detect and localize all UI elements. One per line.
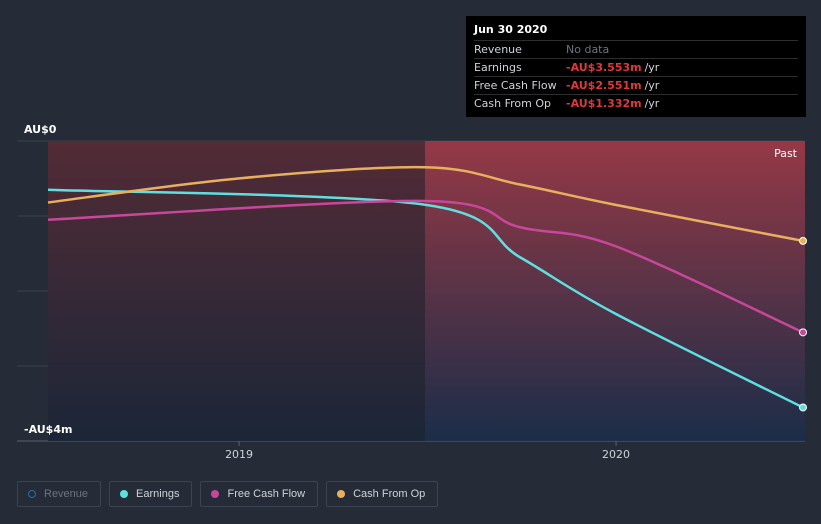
x-tick-label: 2020 bbox=[602, 448, 630, 461]
tooltip-unit: /yr bbox=[644, 97, 660, 110]
tooltip-row-earnings: Earnings -AU$3.553m /yr bbox=[474, 58, 798, 76]
legend-label: Earnings bbox=[136, 488, 180, 500]
legend-label: Free Cash Flow bbox=[227, 488, 306, 500]
tooltip-row-free-cash-flow: Free Cash Flow -AU$2.551m /yr bbox=[474, 76, 798, 94]
past-label: Past bbox=[774, 147, 798, 160]
tooltip-value: -AU$3.553m bbox=[566, 61, 642, 74]
series-line-cash-from-op bbox=[47, 165, 804, 243]
legend-earnings-button[interactable]: Earnings bbox=[109, 481, 193, 507]
tooltip-label: Revenue bbox=[474, 43, 522, 56]
legend-earnings-dot bbox=[120, 490, 129, 498]
x-tick-label: 2019 bbox=[225, 448, 253, 461]
tooltip-value: -AU$2.551m bbox=[566, 79, 642, 92]
legend-revenue-dot bbox=[28, 490, 36, 498]
tooltip-unit: /yr bbox=[644, 61, 660, 74]
tooltip: Jun 30 2020 Revenue No data Earnings -AU… bbox=[466, 16, 806, 117]
tooltip-row-cash-from-op: Cash From Op -AU$1.332m /yr bbox=[474, 94, 798, 112]
series-end-marker-free-cash-flow bbox=[799, 328, 807, 337]
tooltip-unit: /yr bbox=[644, 79, 660, 92]
tooltip-label: Free Cash Flow bbox=[474, 79, 557, 92]
tooltip-label: Cash From Op bbox=[474, 97, 552, 110]
legend-cash-from-op-dot bbox=[337, 490, 346, 498]
legend-revenue-button[interactable]: Revenue bbox=[17, 481, 102, 507]
tooltip-label: Earnings bbox=[474, 61, 522, 74]
series-end-marker-earnings bbox=[799, 403, 807, 412]
tooltip-value: -AU$1.332m bbox=[566, 97, 642, 110]
y-axis-top-label: AU$0 bbox=[24, 123, 57, 136]
legend-cash-from-op-button[interactable]: Cash From Op bbox=[326, 481, 439, 507]
series-line-free-cash-flow bbox=[47, 199, 804, 334]
tooltip-value: No data bbox=[566, 43, 610, 56]
legend-label: Cash From Op bbox=[353, 488, 426, 500]
series-end-marker-cash-from-op bbox=[799, 236, 807, 245]
legend-free-cash-flow-button[interactable]: Free Cash Flow bbox=[200, 481, 319, 507]
legend: Revenue Earnings Free Cash Flow Cash Fro… bbox=[17, 481, 439, 507]
tooltip-row-revenue: Revenue No data bbox=[474, 40, 798, 58]
legend-free-cash-flow-dot bbox=[211, 490, 220, 498]
series-line-earnings bbox=[47, 188, 804, 409]
past-region-shade bbox=[48, 141, 425, 441]
y-axis-bottom-label: -AU$4m bbox=[24, 423, 72, 436]
legend-label: Revenue bbox=[44, 488, 89, 500]
tooltip-date: Jun 30 2020 bbox=[474, 23, 548, 36]
